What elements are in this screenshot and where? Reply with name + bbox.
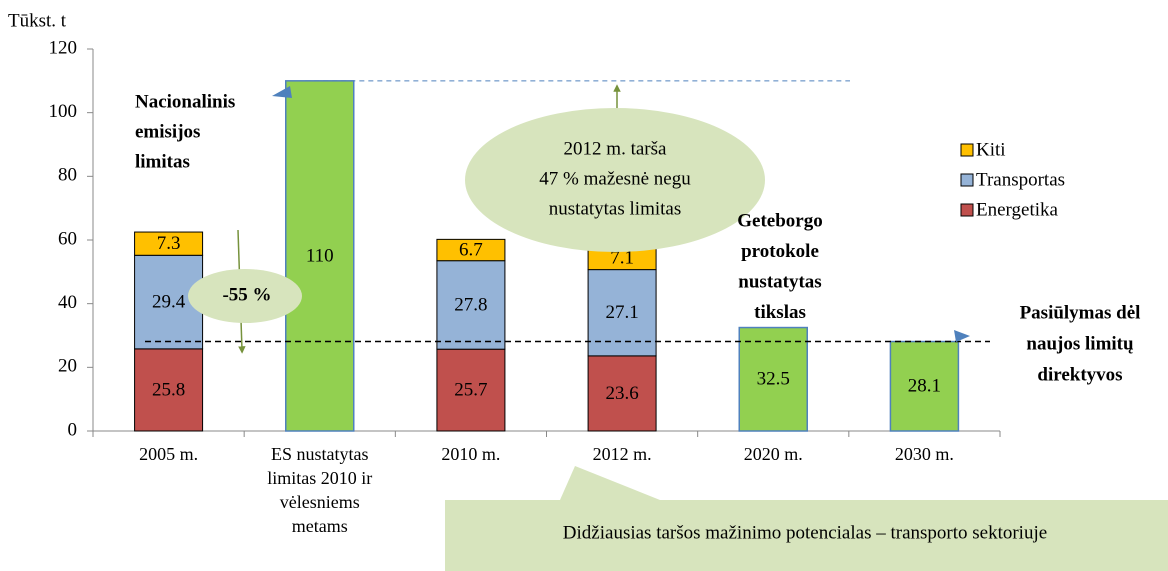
value-label: 7.3 [157, 233, 181, 254]
y-tick-label: 0 [68, 419, 78, 440]
value-label: 29.4 [152, 291, 186, 312]
callout-box [445, 500, 1168, 571]
pointer [272, 86, 292, 98]
annotation: 47 % mažesnė negu [539, 168, 691, 189]
value-label: 6.7 [459, 239, 483, 260]
value-label: 7.1 [610, 248, 634, 269]
y-tick-label: 20 [58, 356, 77, 377]
value-label: 23.6 [605, 383, 638, 404]
callout-text: Didžiausias taršos mažinimo potencialas … [563, 522, 1047, 543]
annotation: Pasiūlymas dėl [1020, 302, 1141, 323]
annotation: 2012 m. tarša [564, 138, 667, 159]
x-tick-label: 2010 m. [441, 444, 501, 464]
annotation: direktyvos [1037, 364, 1122, 385]
y-tick-label: 100 [49, 101, 78, 122]
x-tick-label: 2030 m. [894, 444, 954, 464]
y-tick-label: 60 [58, 228, 77, 249]
value-label: 110 [306, 245, 334, 266]
y-tick-label: 120 [49, 37, 78, 58]
y-tick-label: 80 [58, 165, 77, 186]
annotation: Geteborgo [737, 210, 822, 231]
target-bar [889, 340, 960, 432]
value-label: 25.7 [454, 379, 487, 400]
legend-label: Energetika [976, 199, 1059, 220]
annotation: -55 % [222, 284, 271, 305]
callout-pointer [560, 466, 660, 500]
value-label: 28.1 [908, 376, 941, 397]
bar-segment [436, 260, 506, 350]
x-tick-label: 2005 m. [139, 444, 199, 464]
legend-label: Kiti [976, 139, 1006, 160]
pointer [954, 330, 970, 342]
annotation: nustatytas [738, 271, 821, 292]
annotation: naujos limitų [1026, 333, 1134, 354]
annotation: emisijos [135, 121, 200, 142]
annotation: limitas [135, 151, 190, 172]
x-tick-label: 2020 m. [743, 444, 803, 464]
annotation: Nacionalinis [135, 91, 235, 112]
legend-swatch [960, 143, 974, 157]
value-label: 32.5 [757, 369, 790, 390]
value-label: 27.1 [605, 302, 638, 323]
value-label: 27.8 [454, 294, 487, 315]
annotation-bubble [188, 269, 302, 323]
target-bar [738, 326, 808, 432]
annotation: nustatytas limitas [549, 198, 681, 219]
bar-segment [134, 231, 204, 256]
annotation-bubble [465, 108, 765, 252]
target-bar [285, 80, 355, 432]
annotation: protokole [741, 241, 819, 262]
legend-swatch [960, 173, 974, 187]
legend-label: Transportas [976, 169, 1065, 190]
bar-segment [436, 348, 506, 432]
bar-segment [436, 238, 506, 262]
y-axis-label: Tūkst. t [8, 10, 67, 31]
bar-segment [134, 348, 204, 432]
x-tick-label: ES nustatytas limitas 2010 ir vėlesniems… [267, 444, 373, 536]
value-label: 25.8 [152, 379, 185, 400]
y-tick-label: 40 [58, 292, 77, 313]
bar-segment [587, 355, 657, 432]
annotation: tikslas [754, 302, 806, 323]
legend-swatch [960, 203, 974, 217]
x-tick-label: 2012 m. [592, 444, 652, 464]
